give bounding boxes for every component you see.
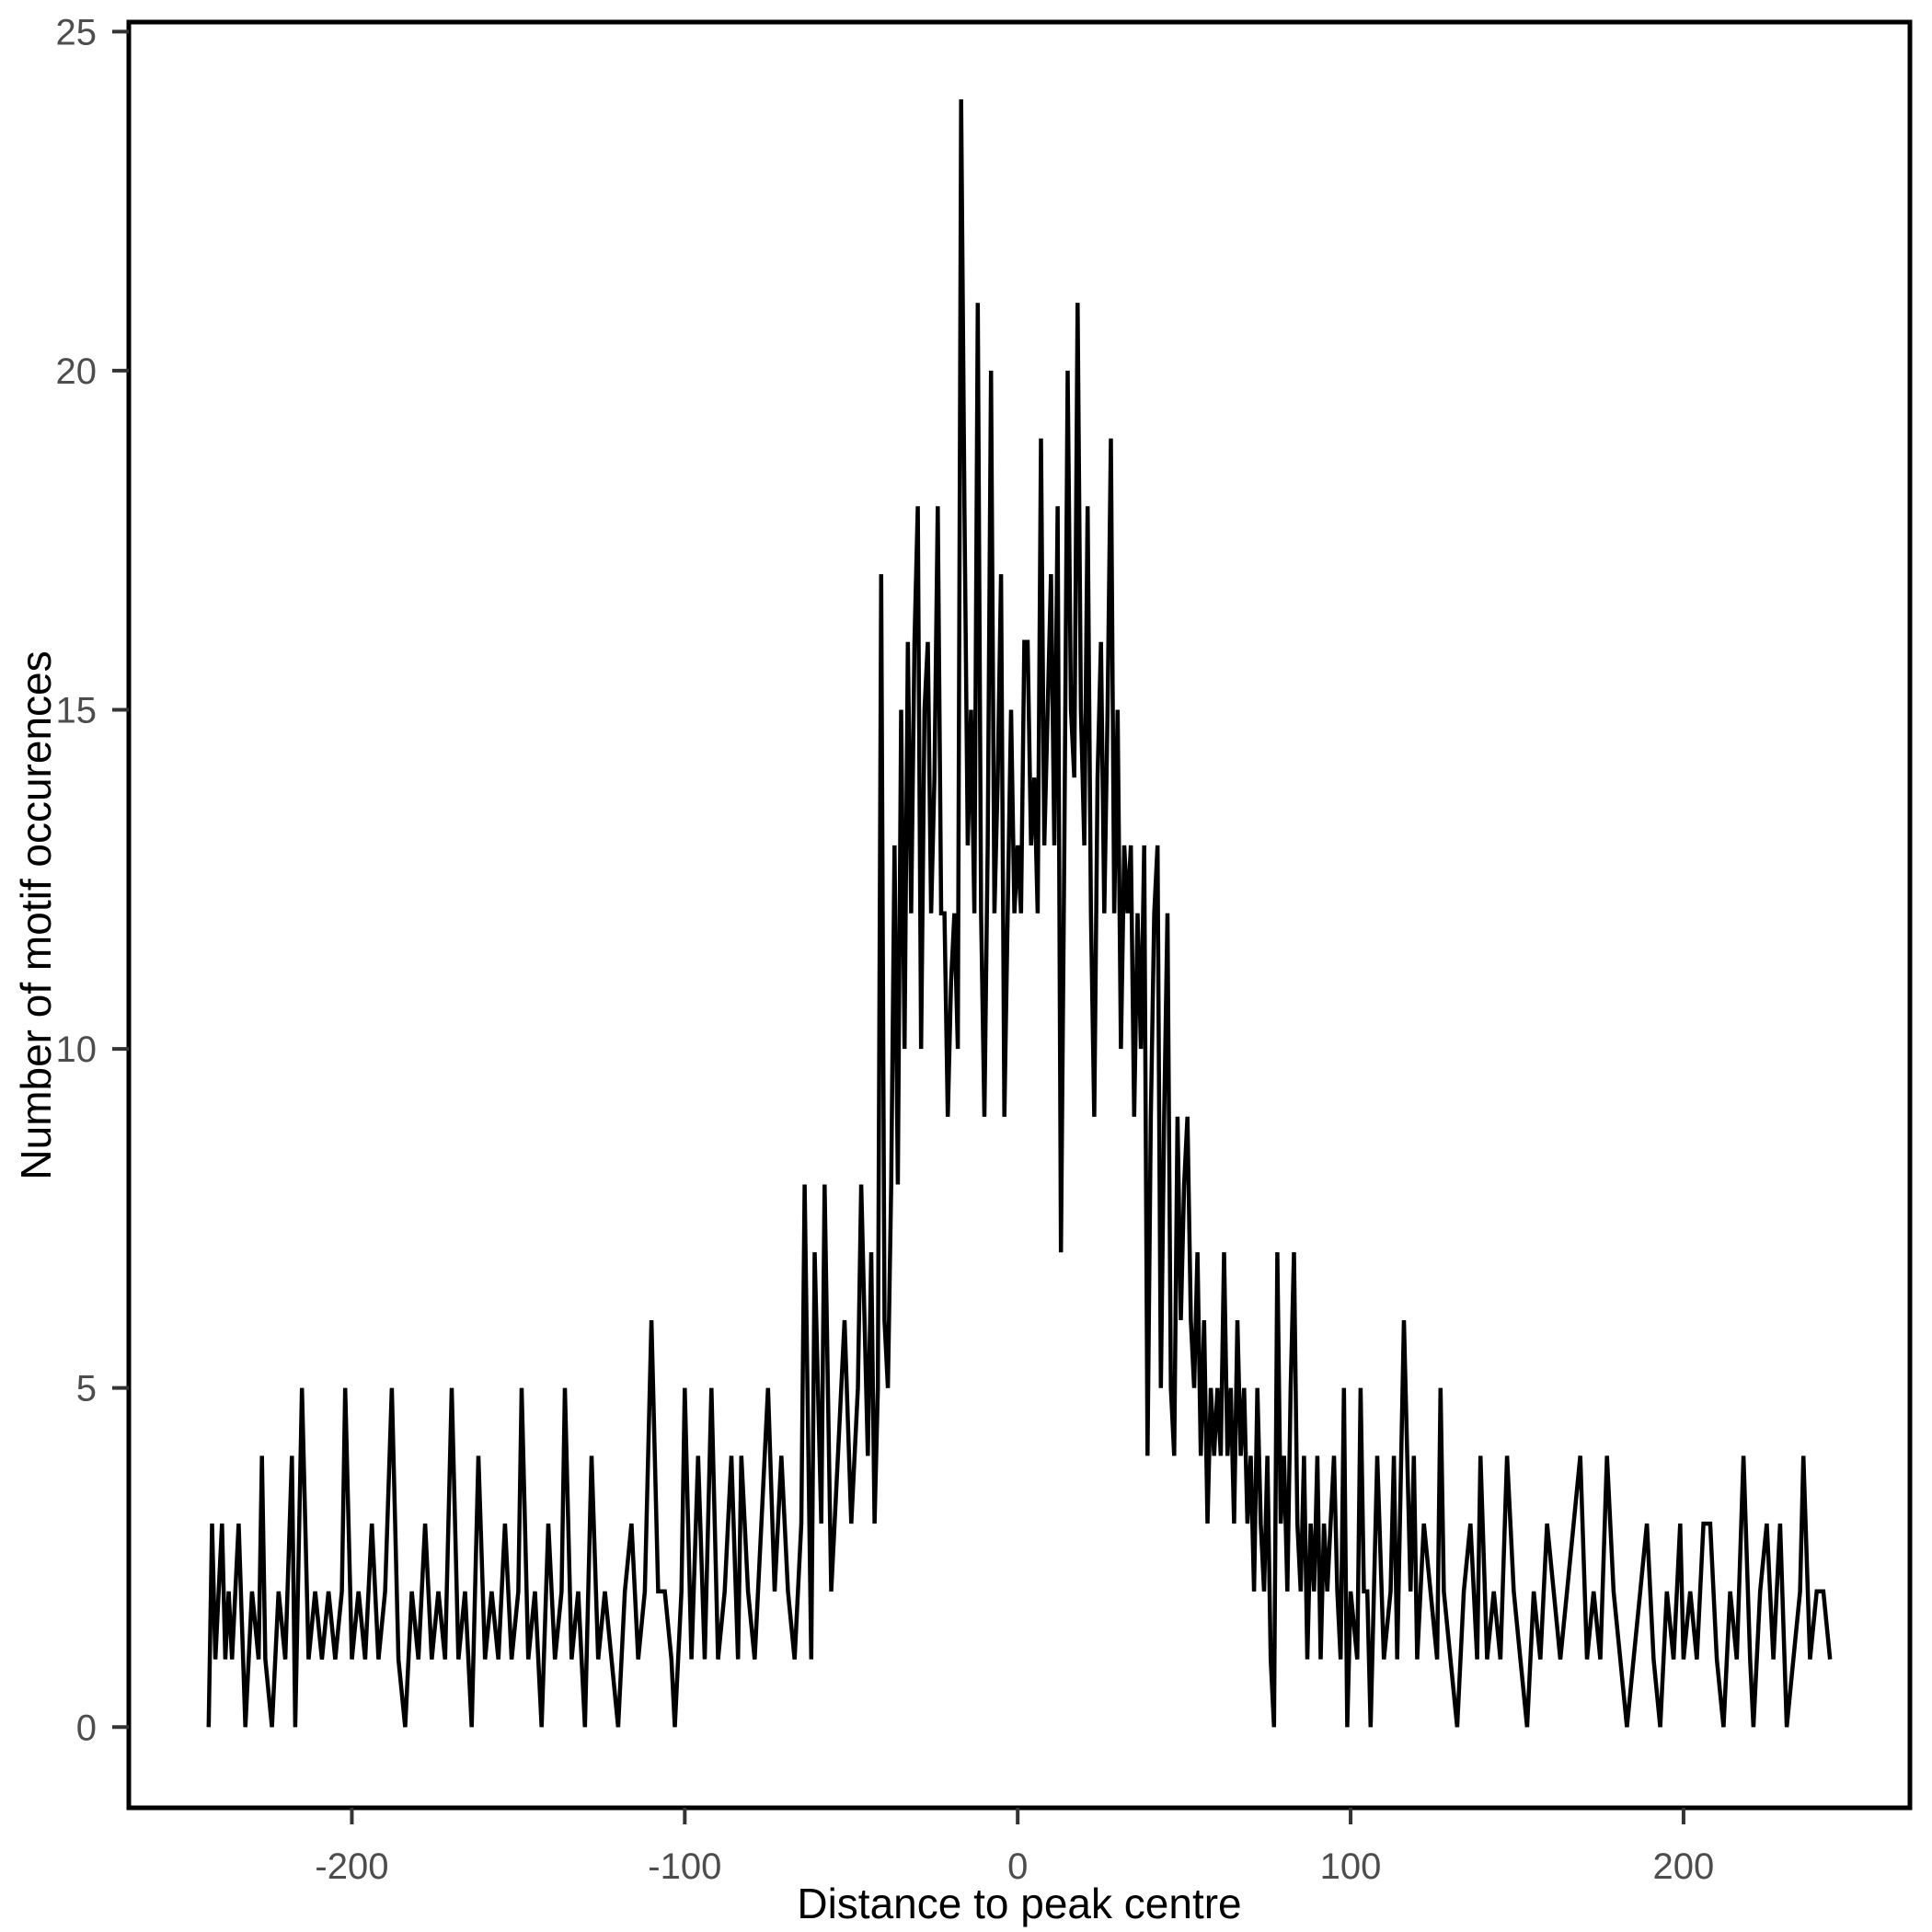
y-tick-label: 5 — [76, 1369, 97, 1409]
x-tick-label: 200 — [1653, 1846, 1715, 1887]
data-line — [206, 98, 1833, 1728]
x-axis-title: Distance to peak centre — [797, 1880, 1241, 1927]
y-tick-label: 10 — [56, 1029, 98, 1070]
y-axis-title: Number of motif occurences — [12, 650, 60, 1179]
x-tick-label: 100 — [1320, 1846, 1382, 1887]
x-tick-label: -100 — [648, 1846, 721, 1887]
y-tick-label: 0 — [76, 1708, 97, 1748]
y-axis-ticks: 0 5 10 15 20 25 — [56, 12, 129, 1748]
x-tick-label: 0 — [1007, 1846, 1028, 1887]
x-tick-label: -200 — [315, 1846, 388, 1887]
y-tick-label: 20 — [56, 351, 98, 392]
x-axis-ticks: -200 -100 0 100 200 — [315, 1808, 1714, 1887]
y-tick-label: 25 — [56, 12, 98, 52]
y-tick-label: 15 — [56, 691, 98, 731]
